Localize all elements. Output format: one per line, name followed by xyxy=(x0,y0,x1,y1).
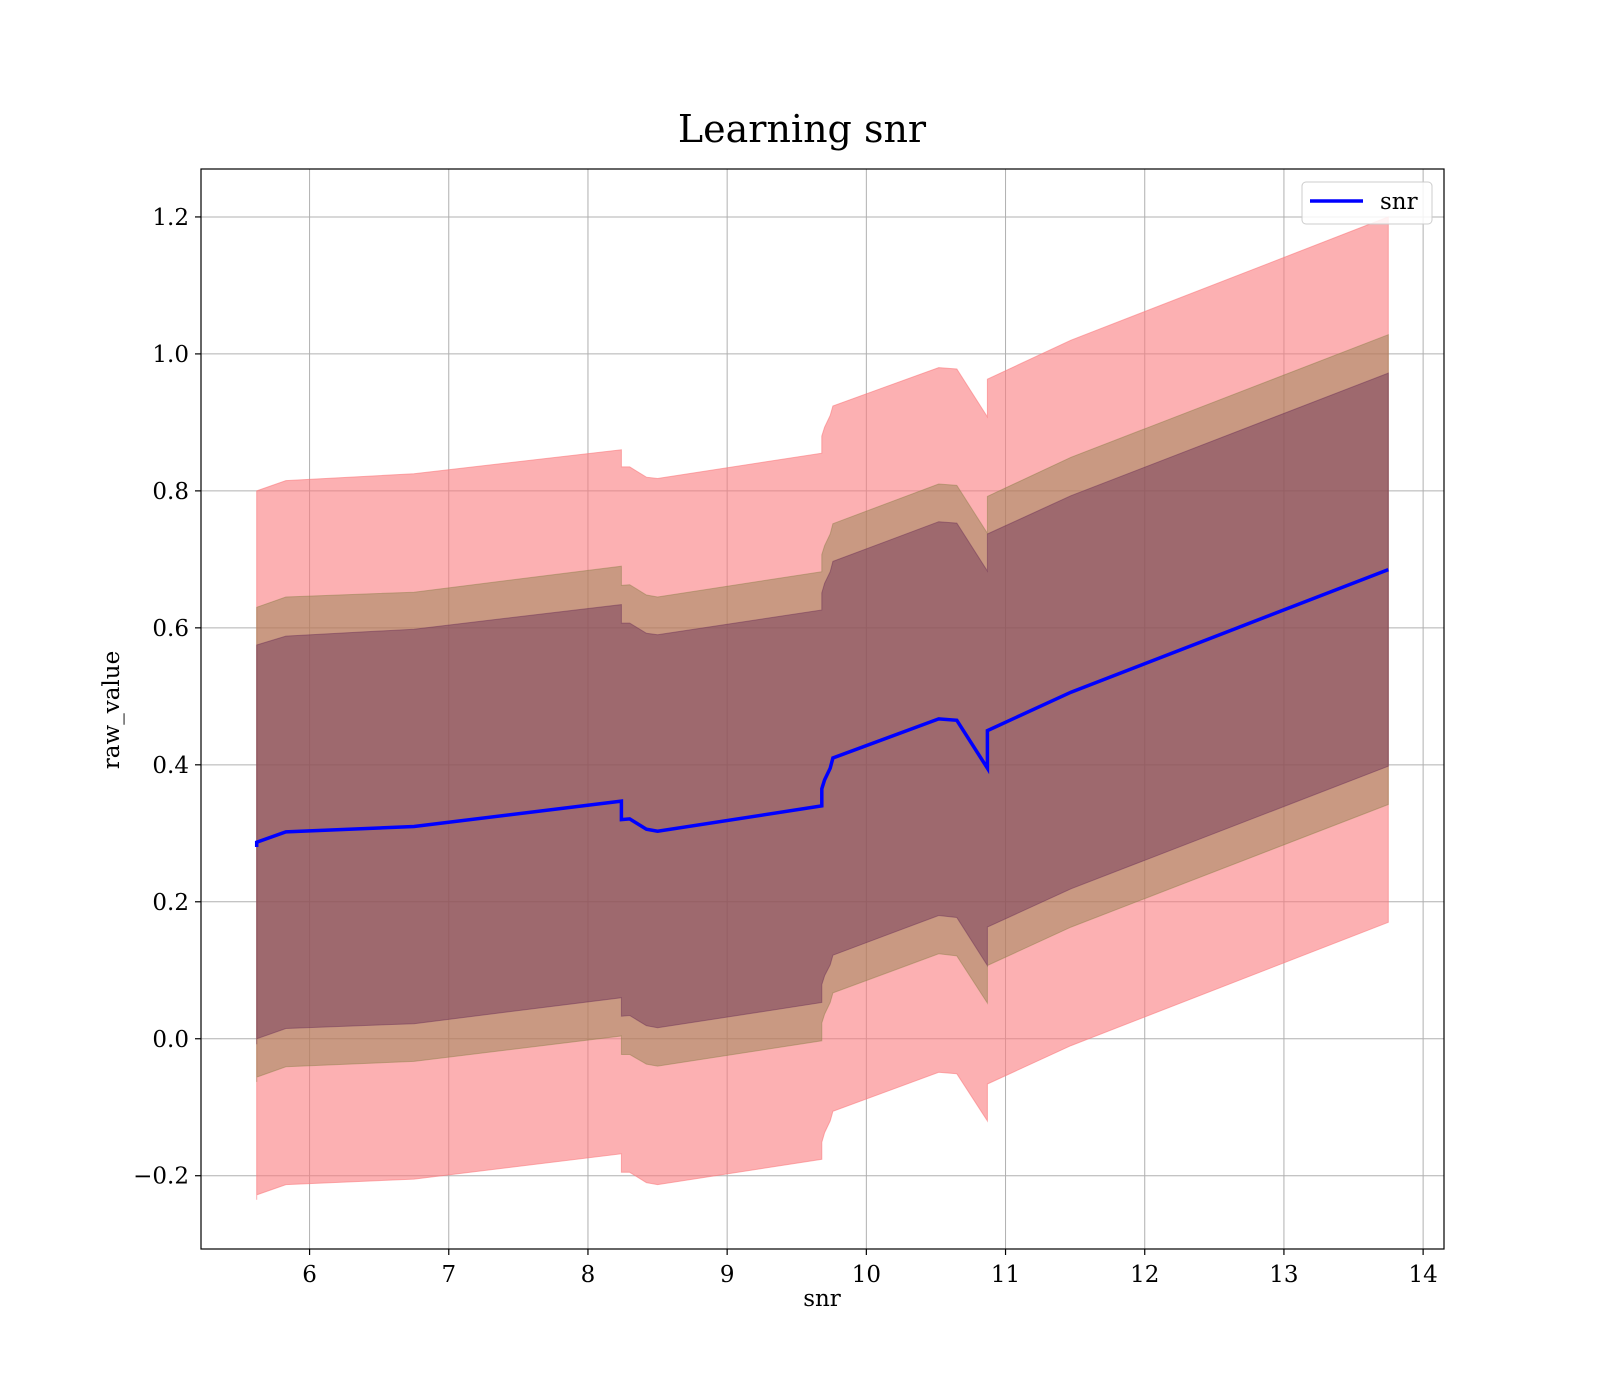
legend-label-snr: snr xyxy=(1380,189,1418,215)
x-tick-label: 10 xyxy=(852,1262,881,1288)
x-axis-label: snr xyxy=(803,1286,841,1312)
confidence-band-2 xyxy=(256,333,1389,1082)
y-axis-ticks: −0.2 0.0 0.2 0.4 0.6 0.8 1.0 1.2 xyxy=(133,205,201,1190)
confidence-band-1 xyxy=(256,216,1389,1200)
y-tick-label: 1.2 xyxy=(152,205,189,231)
legend-box xyxy=(1301,181,1433,225)
y-tick-label: 0.2 xyxy=(152,890,189,916)
x-tick-label: 7 xyxy=(441,1262,456,1288)
x-tick-label: 12 xyxy=(1130,1262,1159,1288)
series-lines xyxy=(254,567,1389,847)
y-tick-label: 0.8 xyxy=(152,479,189,505)
x-tick-label: 6 xyxy=(302,1262,317,1288)
x-tick-label: 13 xyxy=(1269,1262,1298,1288)
y-tick-label: 0.0 xyxy=(152,1027,189,1053)
x-tick-label: 8 xyxy=(581,1262,596,1288)
plot-frame xyxy=(200,168,1445,1250)
legend: snr xyxy=(1301,181,1433,225)
y-tick-label: −0.2 xyxy=(133,1164,189,1190)
x-axis-ticks: 6 7 8 9 10 11 12 13 14 xyxy=(302,1249,1438,1288)
y-tick-label: 0.4 xyxy=(152,753,189,779)
x-tick-label: 14 xyxy=(1408,1262,1437,1288)
y-tick-label: 1.0 xyxy=(152,342,189,368)
x-tick-label: 11 xyxy=(991,1262,1020,1288)
confidence-bands xyxy=(256,216,1389,1200)
chart-title: Learning snr xyxy=(678,107,927,151)
y-tick-label: 0.6 xyxy=(152,616,189,642)
series-line-snr xyxy=(254,567,1389,847)
confidence-band-3 xyxy=(256,372,1389,1045)
y-axis-label: raw_value xyxy=(99,651,125,769)
x-tick-label: 9 xyxy=(720,1262,735,1288)
